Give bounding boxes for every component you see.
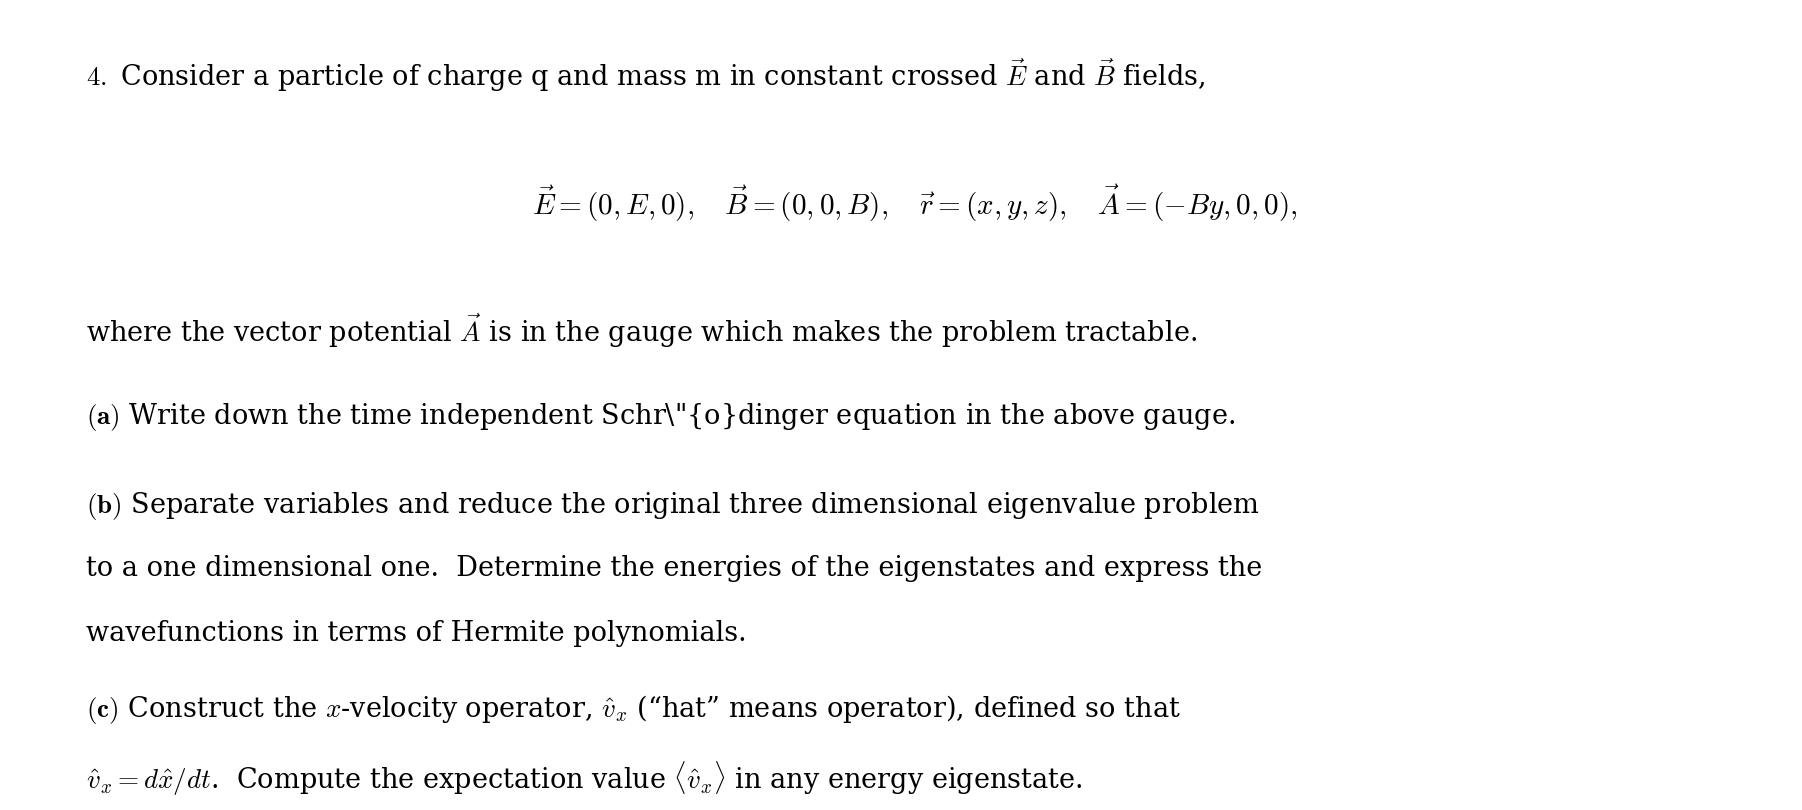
Text: wavefunctions in terms of Hermite polynomials.: wavefunctions in terms of Hermite polyno…	[86, 620, 748, 646]
Text: $\mathbf{(a)}$ Write down the time independent Schr\"{o}dinger equation in the a: $\mathbf{(a)}$ Write down the time indep…	[86, 401, 1236, 433]
Text: to a one dimensional one.  Determine the energies of the eigenstates and express: to a one dimensional one. Determine the …	[86, 555, 1263, 582]
Text: $\mathbf{4.}$ Consider a particle of charge q and mass m in constant crossed $\v: $\mathbf{4.}$ Consider a particle of cha…	[86, 57, 1206, 94]
Text: $\hat{v}_x = d\hat{x}/dt$.  Compute the expectation value $\langle \hat{v}_x \ra: $\hat{v}_x = d\hat{x}/dt$. Compute the e…	[86, 760, 1083, 799]
Text: $\vec{E} = (0, E, 0), \quad \vec{B} = (0, 0, B), \quad \vec{r} = (x, y, z), \qua: $\vec{E} = (0, E, 0), \quad \vec{B} = (0…	[532, 182, 1297, 224]
Text: where the vector potential $\vec{A}$ is in the gauge which makes the problem tra: where the vector potential $\vec{A}$ is …	[86, 312, 1198, 350]
Text: $\mathbf{(b)}$ Separate variables and reduce the original three dimensional eige: $\mathbf{(b)}$ Separate variables and re…	[86, 490, 1260, 522]
Text: $\mathbf{(c)}$ Construct the $x$-velocity operator, $\hat{v}_x$ (“hat” means ope: $\mathbf{(c)}$ Construct the $x$-velocit…	[86, 693, 1180, 726]
